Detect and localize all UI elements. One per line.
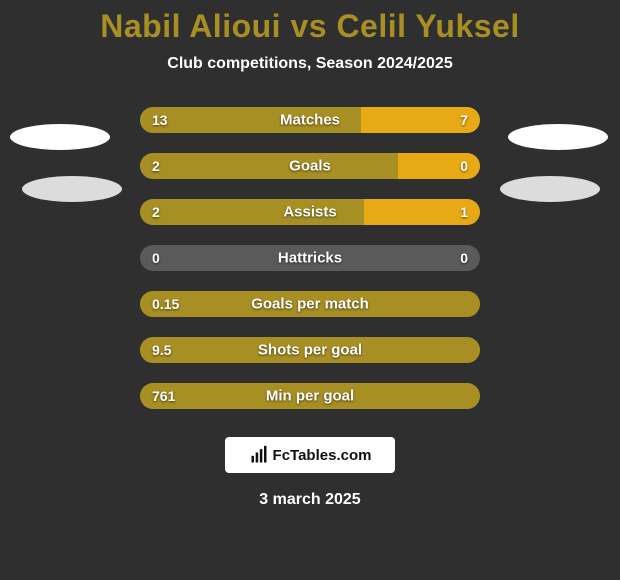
stat-bar-left-value: 9.5 <box>152 342 171 358</box>
stat-bar-left-value: 0.15 <box>152 296 179 312</box>
stat-bar: 761 Min per goal <box>140 383 480 409</box>
stat-bar: 0.15 Goals per match <box>140 291 480 317</box>
chart-icon <box>249 445 269 465</box>
team-badge-right-1 <box>508 124 608 150</box>
stat-bar: 2 0 Goals <box>140 153 480 179</box>
stat-bar-left-value: 0 <box>152 250 160 266</box>
stat-bar-label: Goals <box>289 158 331 175</box>
stat-bar: 9.5 Shots per goal <box>140 337 480 363</box>
page-title: Nabil Alioui vs Celil Yuksel <box>100 8 519 45</box>
stat-bar-right-value: 0 <box>460 158 468 174</box>
stat-bar-label: Hattricks <box>278 250 342 267</box>
team-badge-right-2 <box>500 176 600 202</box>
stat-bar-right-value: 0 <box>460 250 468 266</box>
team-badge-left-1 <box>10 124 110 150</box>
stat-bar-label: Shots per goal <box>258 342 362 359</box>
stat-bar-left-fill <box>140 153 398 179</box>
stat-bar-left-value: 13 <box>152 112 168 128</box>
stat-bar: 2 1 Assists <box>140 199 480 225</box>
stat-bar: 0 0 Hattricks <box>140 245 480 271</box>
stat-bar-right-value: 7 <box>460 112 468 128</box>
stat-bar-label: Goals per match <box>251 296 369 313</box>
brand-text: FcTables.com <box>273 447 372 464</box>
stat-bar-left-value: 761 <box>152 388 175 404</box>
stat-bar-label: Min per goal <box>266 388 354 405</box>
stat-bar-right-value: 1 <box>460 204 468 220</box>
page-subtitle: Club competitions, Season 2024/2025 <box>167 55 452 73</box>
stat-bar-label: Assists <box>283 204 336 221</box>
stat-bars: 13 7 Matches 2 0 Goals 2 1 Assists 0 0 Hattricks 0.1… <box>140 107 480 409</box>
date-label: 3 march 2025 <box>259 491 360 509</box>
team-badge-left-2 <box>22 176 122 202</box>
comparison-infographic: Nabil Alioui vs Celil Yuksel Club compet… <box>0 0 620 580</box>
stat-bar: 13 7 Matches <box>140 107 480 133</box>
stat-bar-label: Matches <box>280 112 340 129</box>
stat-bar-left-value: 2 <box>152 158 160 174</box>
brand-badge: FcTables.com <box>225 437 395 473</box>
stat-bar-left-value: 2 <box>152 204 160 220</box>
